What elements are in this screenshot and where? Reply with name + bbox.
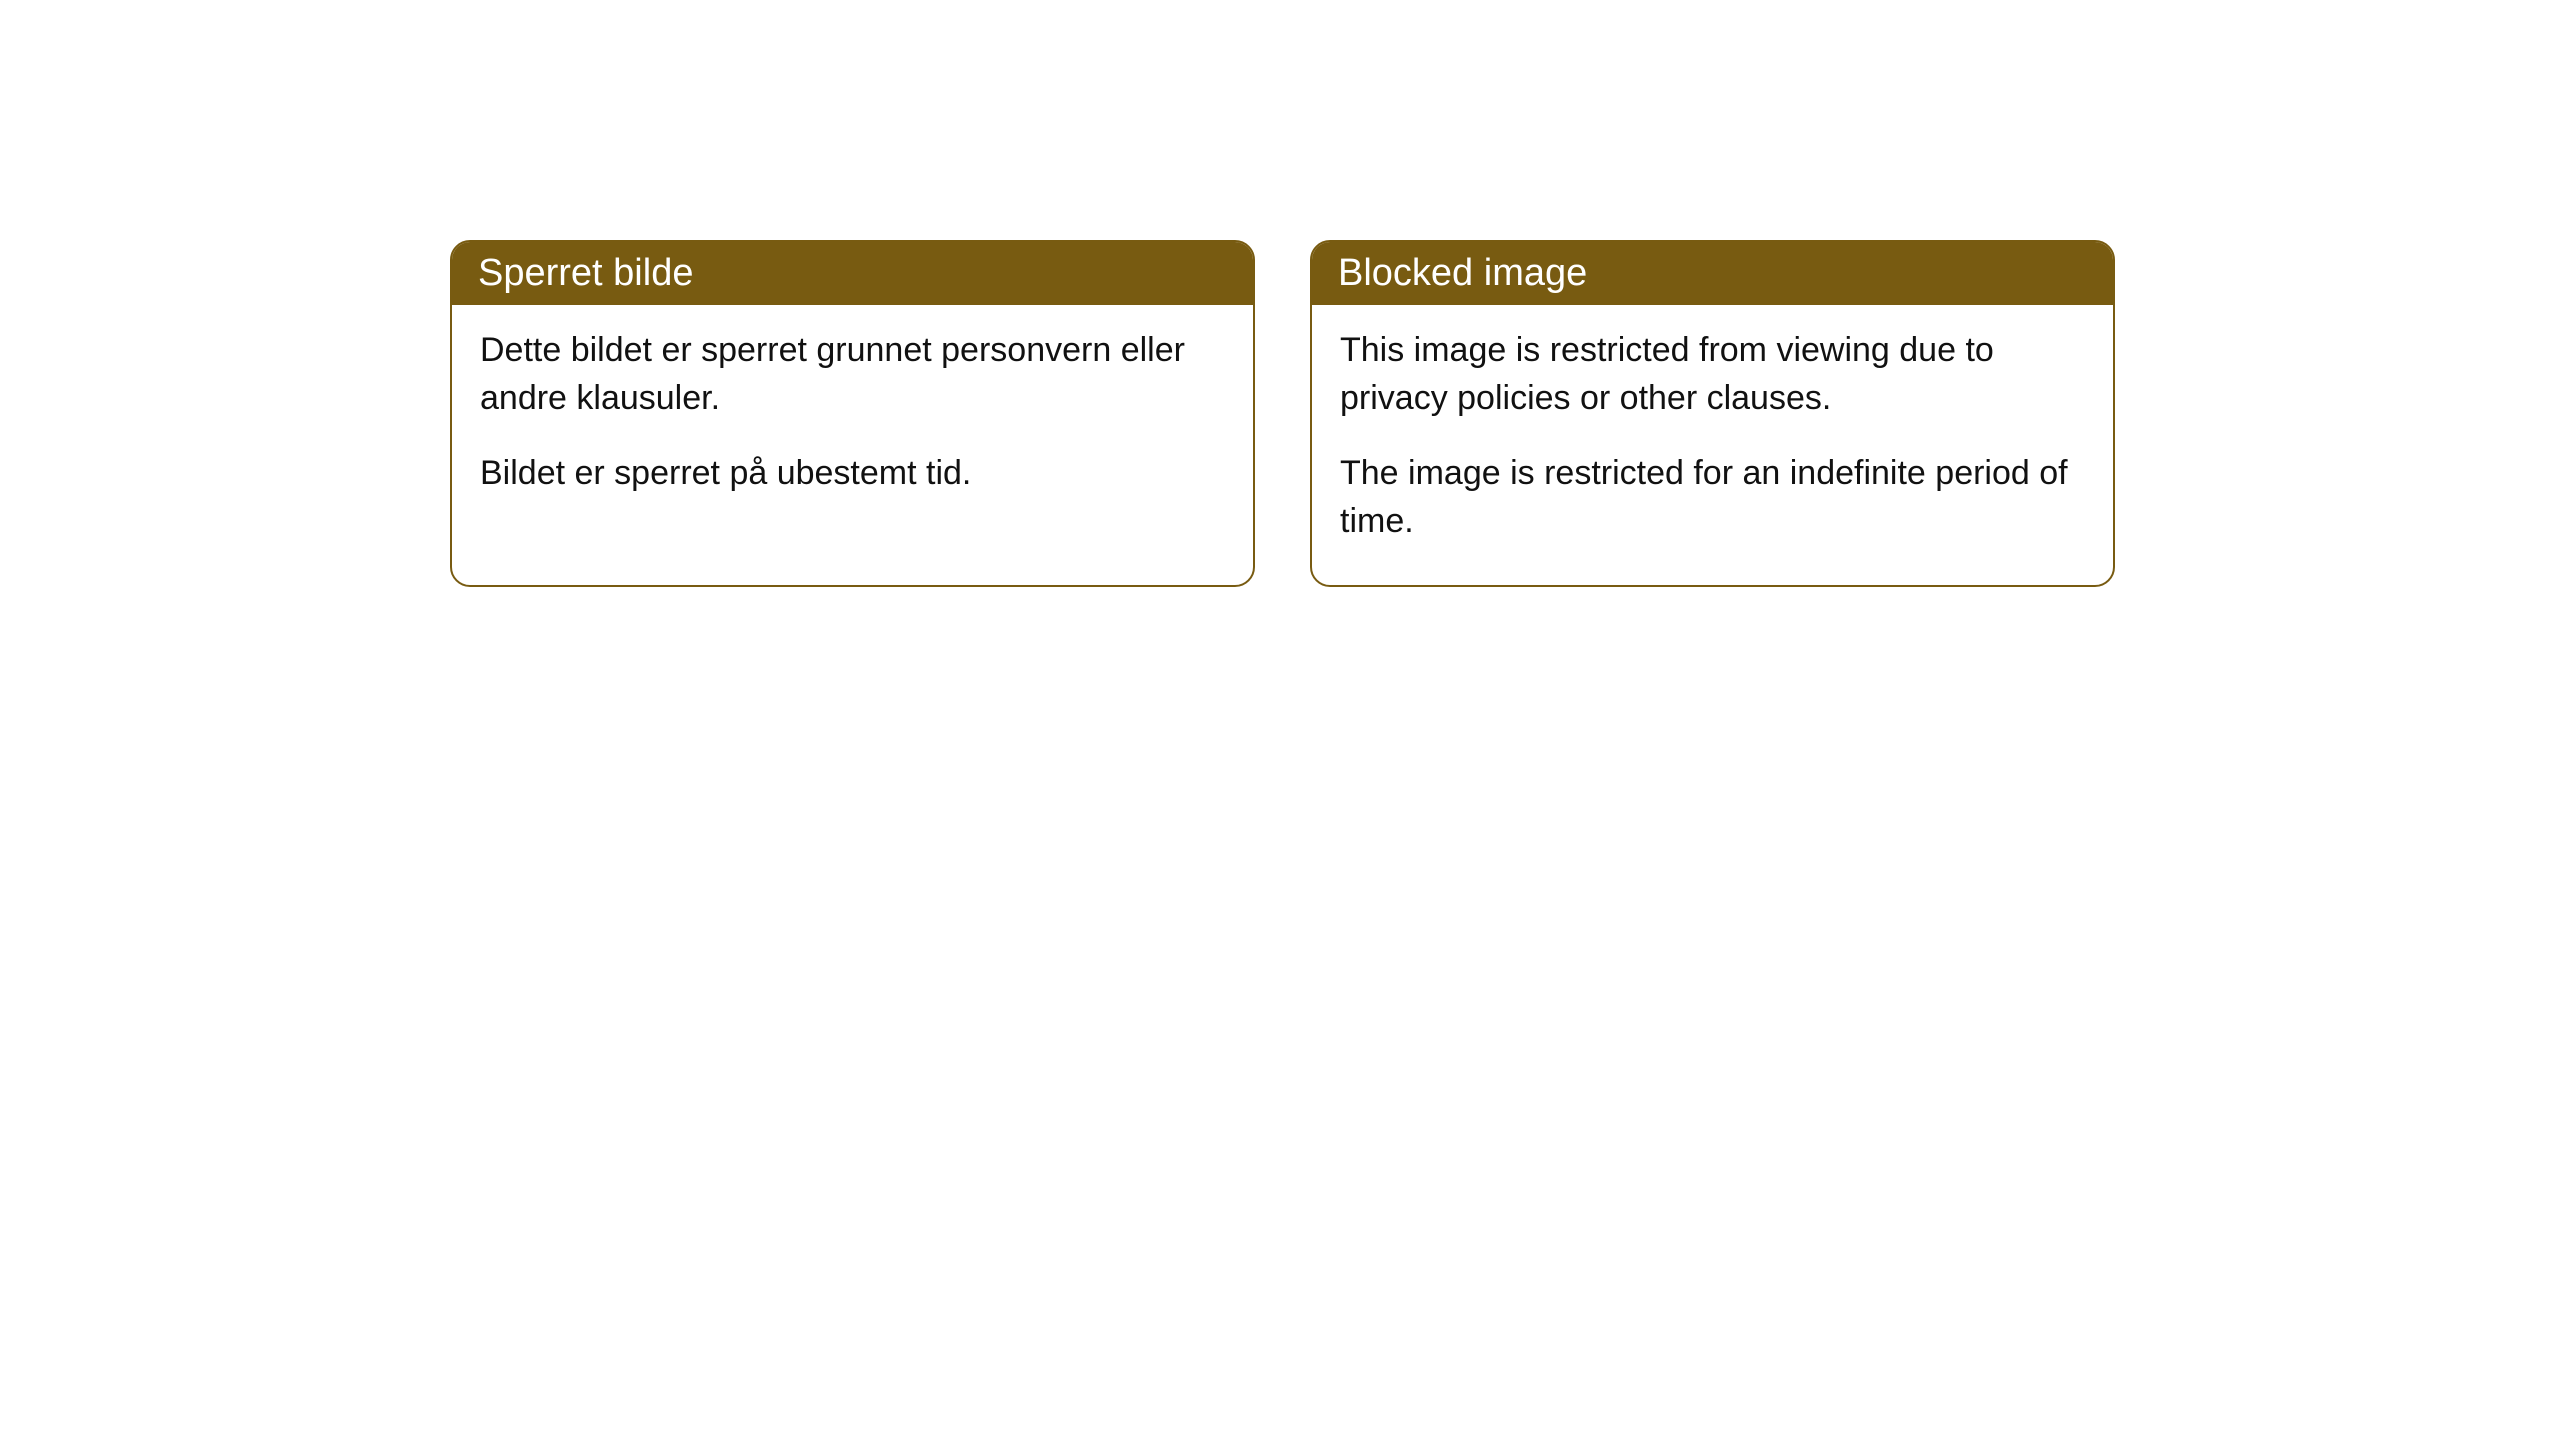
card-header: Blocked image [1312,242,2113,305]
card-body: This image is restricted from viewing du… [1312,305,2113,585]
card-paragraph: Bildet er sperret på ubestemt tid. [480,450,1225,498]
card-paragraph: This image is restricted from viewing du… [1340,327,2085,422]
notice-card-norwegian: Sperret bilde Dette bildet er sperret gr… [450,240,1255,587]
notice-card-english: Blocked image This image is restricted f… [1310,240,2115,587]
card-paragraph: Dette bildet er sperret grunnet personve… [480,327,1225,422]
card-body: Dette bildet er sperret grunnet personve… [452,305,1253,538]
notice-cards-container: Sperret bilde Dette bildet er sperret gr… [450,240,2560,587]
card-paragraph: The image is restricted for an indefinit… [1340,450,2085,545]
card-header: Sperret bilde [452,242,1253,305]
